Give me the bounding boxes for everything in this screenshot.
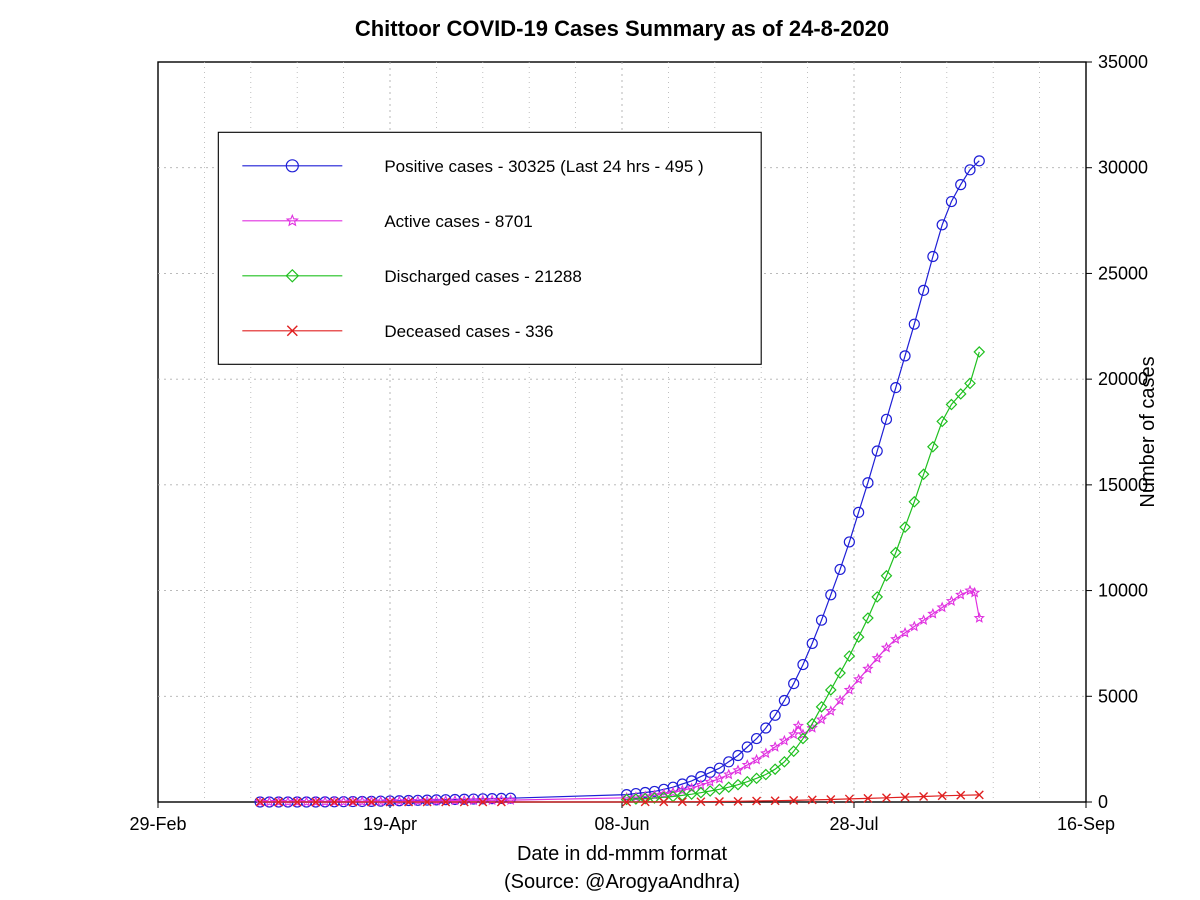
x-tick-label: 16-Sep [1057,814,1115,834]
chart-container: Chittoor COVID-19 Cases Summary as of 24… [0,0,1200,900]
y-tick-label: 25000 [1098,263,1148,283]
x-tick-label: 29-Feb [129,814,186,834]
source-label: (Source: @ArogyaAndhra) [504,871,740,893]
x-tick-label: 28-Jul [829,814,878,834]
y-tick-label: 5000 [1098,686,1138,706]
y-tick-label: 0 [1098,792,1108,812]
legend-label: Positive cases - 30325 (Last 24 hrs - 49… [384,157,703,176]
y-tick-label: 35000 [1098,52,1148,72]
legend-label: Deceased cases - 336 [384,322,553,341]
chart-svg: Chittoor COVID-19 Cases Summary as of 24… [0,0,1200,900]
series-active [256,586,984,806]
x-tick-label: 08-Jun [594,814,649,834]
series-line [260,591,979,802]
legend: Positive cases - 30325 (Last 24 hrs - 49… [218,132,761,364]
chart-title: Chittoor COVID-19 Cases Summary as of 24… [355,16,889,41]
series-line [627,352,980,800]
legend-label: Active cases - 8701 [384,212,532,231]
x-axis-label: Date in dd-mmm format [517,843,727,865]
y-axis-label: Number of cases [1137,356,1159,507]
x-tick-label: 19-Apr [363,814,417,834]
y-tick-label: 10000 [1098,581,1148,601]
legend-label: Discharged cases - 21288 [384,267,582,286]
y-tick-label: 30000 [1098,158,1148,178]
